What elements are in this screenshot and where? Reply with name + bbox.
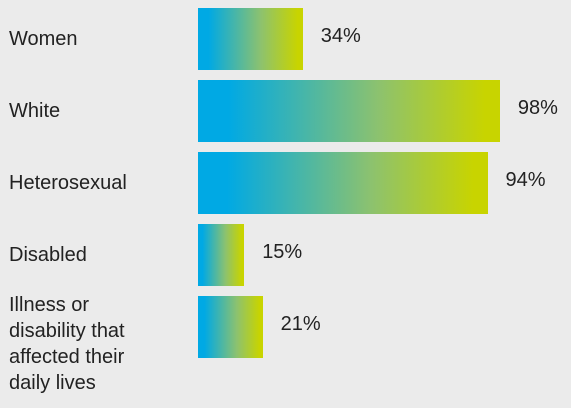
bar [198, 80, 500, 142]
bar [198, 296, 263, 358]
bar [198, 152, 488, 214]
category-label: Women [9, 28, 78, 50]
category-label: White [9, 100, 61, 122]
bar [198, 224, 245, 286]
category-label: Disabled [9, 244, 87, 266]
value-label: 15% [262, 241, 303, 263]
value-label: 21% [280, 313, 321, 335]
value-label: 34% [320, 25, 361, 47]
category-label: Heterosexual [9, 172, 127, 194]
category-label: Illness or disability that affected thei… [9, 294, 125, 394]
value-label: 94% [505, 169, 546, 191]
value-label: 98% [517, 97, 558, 119]
bar [198, 8, 303, 70]
